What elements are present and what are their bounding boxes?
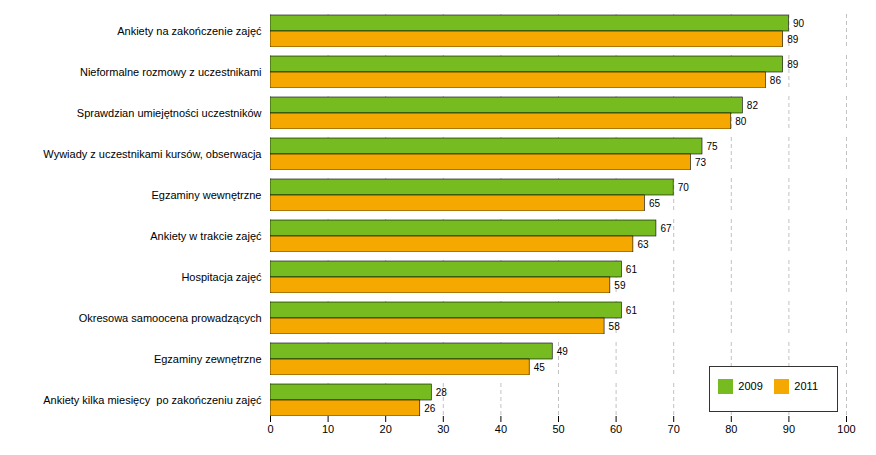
svg-text:80: 80 <box>725 423 737 435</box>
svg-text:63: 63 <box>637 239 649 250</box>
svg-text:60: 60 <box>610 423 622 435</box>
svg-text:Okresowa samoocena prowadzącyc: Okresowa samoocena prowadzących <box>79 312 262 324</box>
svg-text:90: 90 <box>783 423 795 435</box>
svg-text:Ankiety w trakcie zajęć: Ankiety w trakcie zajęć <box>150 230 262 242</box>
html-text:2011: 2011 <box>794 380 818 392</box>
svg-text:10: 10 <box>322 423 334 435</box>
svg-text:75: 75 <box>707 141 719 152</box>
svg-text:Hospitacja zajęć: Hospitacja zajęć <box>181 271 262 283</box>
svg-text:89: 89 <box>787 34 799 45</box>
svg-text:30: 30 <box>437 423 449 435</box>
svg-text:Nieformalne rozmowy z uczestni: Nieformalne rozmowy z uczestnikami <box>80 66 262 78</box>
html-text:2009: 2009 <box>738 380 763 392</box>
svg-text:70: 70 <box>678 182 690 193</box>
svg-text:Sprawdzian umiejętności uczest: Sprawdzian umiejętności uczestników <box>77 107 262 119</box>
svg-text:Egzaminy wewnętrzne: Egzaminy wewnętrzne <box>151 189 261 201</box>
svg-text:45: 45 <box>534 362 546 373</box>
svg-text:89: 89 <box>787 59 799 70</box>
svg-text:61: 61 <box>626 305 638 316</box>
svg-text:26: 26 <box>424 403 436 414</box>
svg-text:82: 82 <box>747 100 759 111</box>
svg-text:80: 80 <box>735 116 747 127</box>
svg-text:90: 90 <box>793 18 805 29</box>
svg-text:65: 65 <box>649 198 661 209</box>
svg-text:49: 49 <box>557 346 569 357</box>
svg-text:Wywiady z uczestnikami kursów,: Wywiady z uczestnikami kursów, obserwacj… <box>43 148 262 160</box>
svg-text:100: 100 <box>837 423 855 435</box>
svg-text:Ankiety kilka miesięcy po zak: Ankiety kilka miesięcy po zakończeniu za… <box>43 394 262 406</box>
svg-text:50: 50 <box>552 423 564 435</box>
svg-text:40: 40 <box>495 423 507 435</box>
svg-text:58: 58 <box>609 321 621 332</box>
svg-text:61: 61 <box>626 264 638 275</box>
svg-text:59: 59 <box>614 280 626 291</box>
svg-text:73: 73 <box>695 157 707 168</box>
svg-text:70: 70 <box>668 423 680 435</box>
svg-text:Egzaminy zewnętrzne: Egzaminy zewnętrzne <box>154 353 262 365</box>
svg-text:28: 28 <box>436 387 448 398</box>
svg-text:20: 20 <box>380 423 392 435</box>
svg-text:0: 0 <box>267 423 273 435</box>
svg-text:86: 86 <box>770 75 782 86</box>
svg-text:67: 67 <box>660 223 672 234</box>
svg-text:Ankiety na zakończenie zajęć: Ankiety na zakończenie zajęć <box>117 25 262 37</box>
